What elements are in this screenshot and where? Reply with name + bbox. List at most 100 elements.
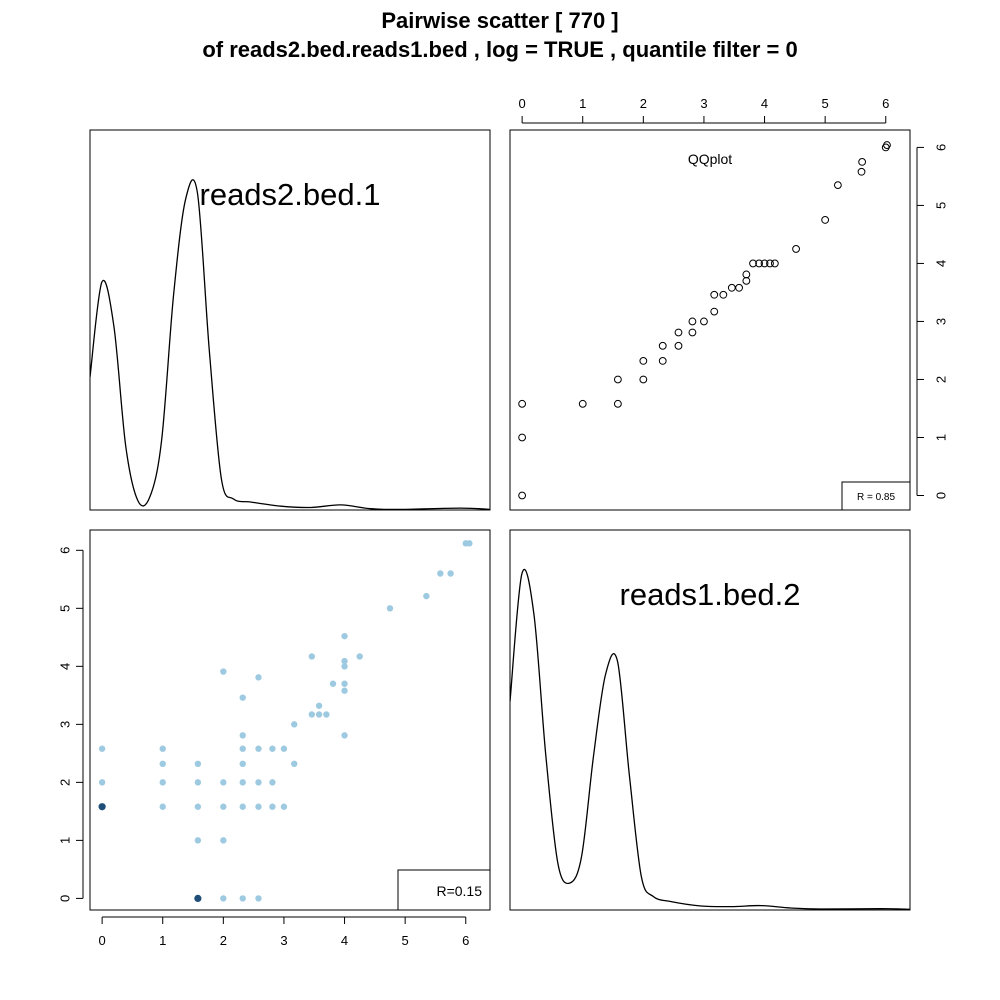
qq-point — [742, 276, 751, 285]
qq-point — [755, 259, 763, 268]
qq-point — [719, 290, 728, 299]
qq-point — [735, 283, 743, 292]
x-tick-label: 5 — [822, 96, 829, 111]
scatter-point — [159, 760, 166, 768]
qq-point — [770, 259, 779, 268]
x-tick-label: 1 — [579, 96, 586, 111]
scatter-point — [447, 570, 454, 577]
scatter-point — [159, 803, 166, 810]
scatter-point — [220, 668, 227, 675]
qq-point — [518, 491, 527, 500]
scatter-point — [255, 745, 262, 752]
scatter-point — [437, 570, 444, 577]
panel-frame — [89, 129, 491, 511]
x-tick-label: 6 — [882, 96, 889, 111]
y-tick-label: 5 — [57, 605, 72, 612]
correlation-label: R=0.15 — [436, 883, 482, 899]
qq-point — [518, 433, 527, 442]
scatter-point — [239, 732, 246, 739]
panel-frame — [509, 529, 911, 911]
chart-title-line2: of reads2.bed.reads1.bed , log = TRUE , … — [202, 37, 797, 62]
scatter-point — [280, 745, 288, 752]
qq-point — [658, 357, 667, 365]
qq-point — [821, 216, 830, 224]
density-panel-top-left: reads2.bed.1 — [89, 129, 491, 511]
qq-point — [749, 259, 757, 268]
qq-point — [674, 328, 683, 337]
qq-point — [742, 270, 751, 279]
dense-scatter-point — [194, 894, 202, 902]
panel-frame — [509, 129, 911, 511]
qq-point — [727, 283, 736, 292]
y-tick-label: 3 — [933, 318, 948, 325]
scatter-point — [423, 592, 430, 600]
legend-box — [841, 481, 911, 511]
scatter-point — [341, 663, 348, 670]
qq-point — [578, 399, 587, 408]
panel-frame — [89, 529, 491, 911]
qq-point — [857, 167, 866, 176]
correlation-label: R = 0.85 — [857, 492, 896, 503]
scatter-point — [98, 745, 106, 752]
scatter-point — [159, 779, 166, 786]
scatter-point — [308, 653, 316, 660]
dense-scatter-point — [98, 803, 106, 811]
scatter-point — [220, 837, 227, 844]
qqplot-annotation: QQplot — [688, 151, 732, 167]
variable-label: reads2.bed.1 — [200, 177, 381, 212]
scatter-point — [386, 605, 394, 612]
qq-point — [858, 158, 867, 166]
x-tick-label: 2 — [640, 96, 647, 111]
density-curve — [90, 179, 490, 510]
scatter-point — [323, 711, 330, 718]
y-tick-label: 0 — [933, 492, 948, 499]
scatter-point — [341, 687, 348, 694]
x-tick-label: 4 — [341, 933, 348, 948]
qq-point — [639, 375, 648, 384]
x-tick-label: 3 — [700, 96, 707, 111]
qq-point — [792, 245, 800, 253]
density-curve — [510, 568, 910, 910]
scatter-point — [194, 837, 202, 844]
scatter-point — [194, 803, 202, 810]
scatter-point — [239, 760, 246, 768]
qq-point — [766, 259, 774, 268]
y-tick-label: 2 — [57, 779, 72, 786]
scatter-point — [255, 803, 262, 810]
qq-point — [688, 328, 697, 337]
scatter-point — [466, 540, 473, 547]
scatter-point — [341, 732, 348, 739]
scatter-point — [255, 779, 262, 786]
qq-point — [518, 399, 527, 408]
x-tick-label: 0 — [99, 933, 106, 948]
scatter-point — [220, 779, 227, 786]
y-tick-label: 4 — [933, 260, 948, 267]
y-tick-label: 4 — [57, 663, 72, 670]
scatter-point — [220, 895, 227, 902]
scatter-point — [315, 711, 323, 718]
qq-point — [688, 317, 697, 326]
scatter-point — [329, 680, 337, 687]
y-tick-label: 5 — [933, 202, 948, 209]
y-tick-label: 6 — [933, 144, 948, 151]
y-tick-label: 2 — [933, 376, 948, 383]
x-tick-label: 1 — [159, 933, 166, 948]
qq-point — [710, 307, 719, 316]
x-tick-label: 5 — [402, 933, 409, 948]
x-tick-label: 4 — [761, 96, 768, 111]
scatter-point — [194, 779, 202, 786]
qq-point — [700, 317, 708, 326]
scatter-point — [308, 711, 316, 718]
scatter-point — [98, 779, 106, 786]
qq-point — [658, 341, 667, 350]
scatter-point — [269, 803, 276, 810]
scatter-point — [269, 779, 276, 786]
y-tick-label: 1 — [57, 837, 72, 844]
variable-label: reads1.bed.2 — [620, 577, 801, 612]
scatter-point — [269, 745, 276, 752]
density-panel-bottom-right: reads1.bed.2 — [509, 529, 911, 911]
scatter-point — [239, 803, 246, 810]
legend-box — [397, 869, 491, 911]
chart-title-line1: Pairwise scatter [ 770 ] — [381, 8, 618, 33]
scatter-point — [239, 895, 246, 902]
